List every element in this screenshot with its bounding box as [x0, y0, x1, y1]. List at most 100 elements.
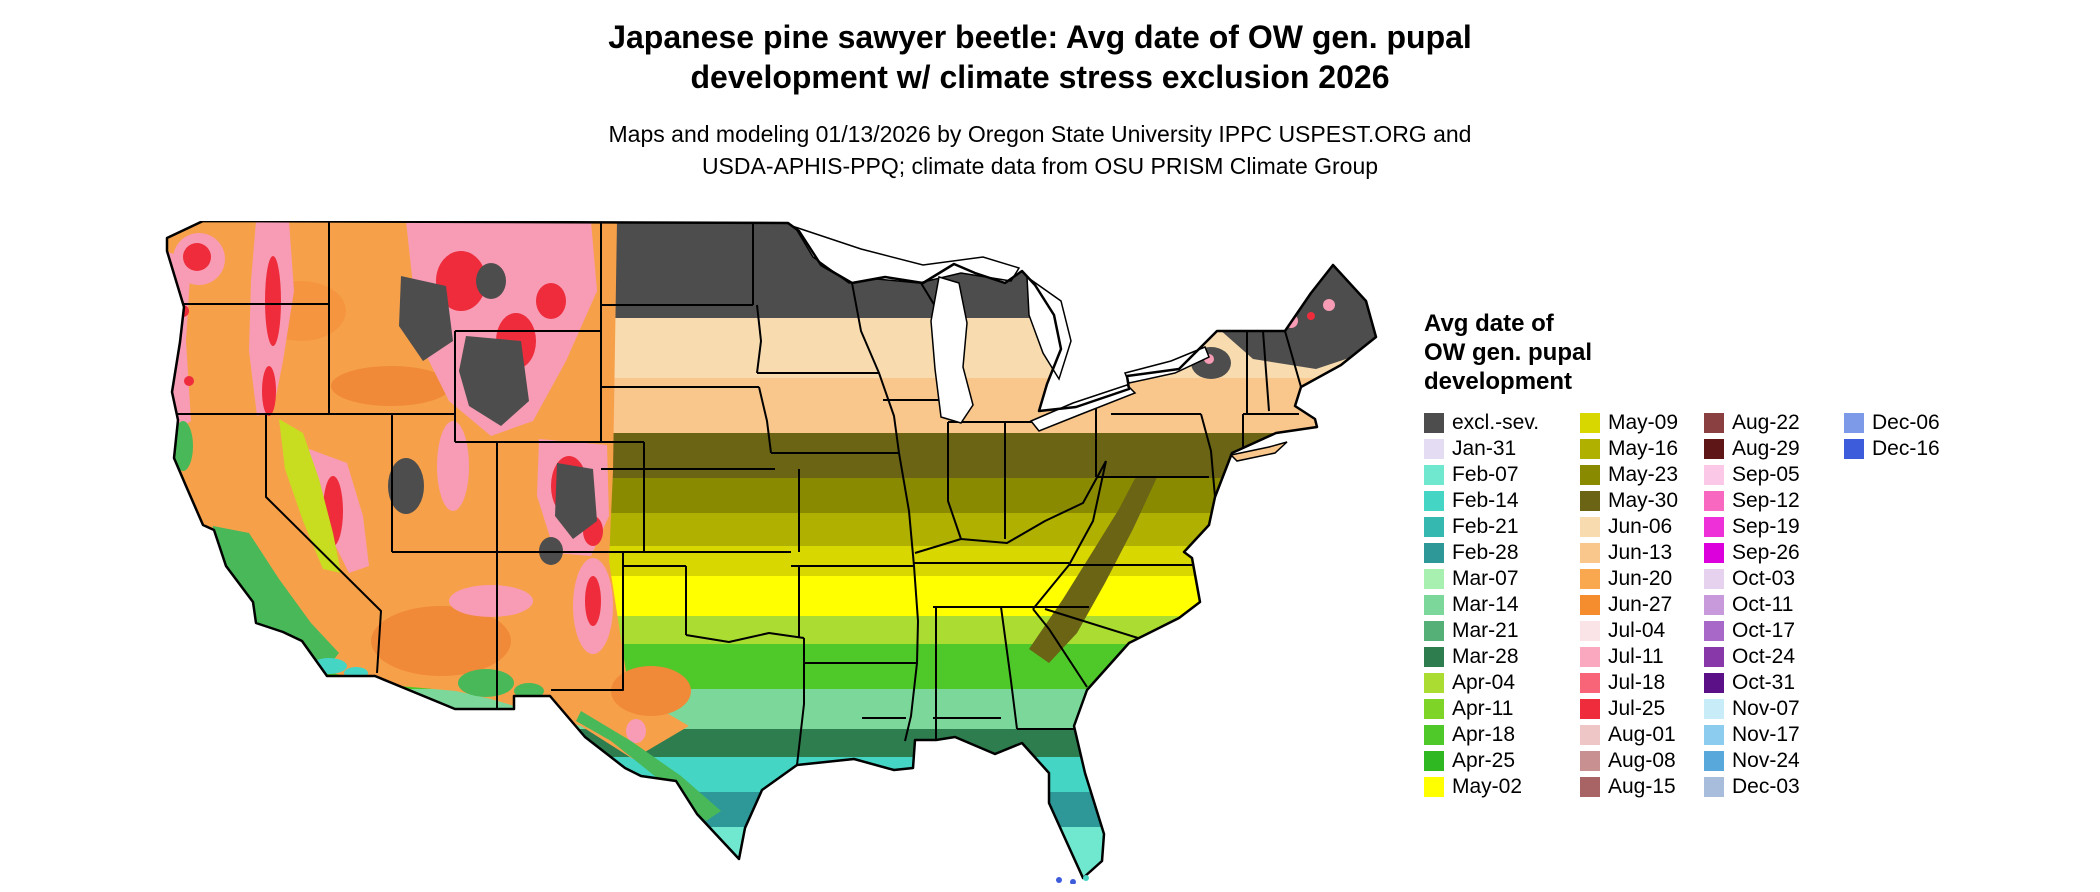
legend-swatch: [1424, 725, 1444, 746]
legend-entry: Sep-12: [1704, 488, 1844, 514]
map-title-line2: development w/ climate stress exclusion …: [690, 58, 1390, 95]
legend-label: Feb-07: [1452, 463, 1519, 487]
legend-swatch: [1424, 673, 1444, 694]
legend-entry: Oct-11: [1704, 592, 1844, 618]
legend-label: Oct-24: [1732, 645, 1796, 669]
legend-label: Mar-28: [1452, 645, 1519, 669]
legend-swatch: [1580, 491, 1600, 512]
us-map: [165, 219, 1378, 885]
legend-title-line2: OW gen. pupal: [1424, 338, 1592, 366]
legend-swatch: [1704, 439, 1724, 460]
legend-entry: May-30: [1580, 488, 1704, 514]
legend-swatch: [1704, 491, 1724, 512]
northeast-gray-region: [1191, 277, 1376, 379]
legend-label: May-30: [1608, 489, 1679, 513]
legend-label: Jul-25: [1608, 697, 1666, 721]
legend-label: Nov-17: [1732, 723, 1800, 747]
legend-entry: Dec-16: [1844, 436, 1940, 462]
legend-label: Jul-11: [1608, 645, 1664, 669]
legend-label: Jun-06: [1608, 515, 1673, 539]
map-title: Japanese pine sawyer beetle: Avg date of…: [300, 18, 1780, 97]
legend-label: Apr-11: [1452, 697, 1514, 721]
legend-swatch: [1424, 751, 1444, 772]
map-west-overlay: [167, 221, 721, 821]
legend-entry: Nov-24: [1704, 748, 1844, 774]
norcal-coast-green: [173, 421, 193, 471]
legend-swatch: [1580, 413, 1600, 434]
legend-swatch: [1424, 465, 1444, 486]
map-subtitle-line1: Maps and modeling 01/13/2026 by Oregon S…: [608, 121, 1472, 147]
legend-entry: Jun-20: [1580, 566, 1704, 592]
map-subtitle: Maps and modeling 01/13/2026 by Oregon S…: [300, 118, 1780, 182]
se-arizona-green-1: [458, 669, 514, 697]
legend-entry: Feb-21: [1424, 514, 1580, 540]
legend-swatch: [1424, 595, 1444, 616]
legend-entry: Jul-04: [1580, 618, 1704, 644]
legend-entry: excl.-sev.: [1424, 410, 1580, 436]
legend-swatch: [1844, 439, 1864, 460]
legend-entry: Jul-11: [1580, 644, 1704, 670]
legend-label: Oct-17: [1732, 619, 1796, 643]
legend-swatch: [1580, 517, 1600, 538]
us-map-container: [161, 219, 1380, 885]
legend-label: Oct-11: [1732, 593, 1794, 617]
lake-michigan: [930, 276, 974, 424]
legend-entry: May-09: [1580, 410, 1704, 436]
legend-swatch: [1580, 725, 1600, 746]
legend-swatch: [1704, 621, 1724, 642]
legend-label: Sep-19: [1732, 515, 1800, 539]
legend-entry: Dec-03: [1704, 774, 1844, 800]
map-subtitle-line2: USDA-APHIS-PPQ; climate data from OSU PR…: [701, 153, 1379, 180]
legend-label: Apr-25: [1452, 749, 1516, 773]
legend-label: Oct-03: [1732, 567, 1796, 591]
legend-swatch: [1580, 465, 1600, 486]
legend-label: Oct-31: [1732, 671, 1796, 695]
legend-swatch: [1704, 517, 1724, 538]
legend-entry: Nov-07: [1704, 696, 1844, 722]
legend-entry: Jun-13: [1580, 540, 1704, 566]
legend-entry: Aug-29: [1704, 436, 1844, 462]
california-central-valley: [279, 419, 341, 573]
legend-label: May-09: [1608, 411, 1679, 435]
legend-label: Sep-26: [1732, 541, 1800, 565]
long-island: [1229, 441, 1288, 462]
legend-swatch: [1704, 595, 1724, 616]
legend-label: May-23: [1608, 463, 1679, 487]
legend-label: May-16: [1608, 437, 1679, 461]
legend-label: Apr-04: [1452, 671, 1516, 695]
legend-entry: Dec-06: [1844, 410, 1940, 436]
legend-swatch: [1704, 413, 1724, 434]
legend-label: Sep-05: [1732, 463, 1800, 487]
legend-swatch: [1704, 569, 1724, 590]
legend-title-line1: Avg date of: [1424, 310, 1554, 337]
legend-label: Jul-18: [1608, 671, 1666, 695]
legend-label: Feb-28: [1452, 541, 1519, 565]
legend-label: Jun-13: [1608, 541, 1673, 565]
legend-columns: excl.-sev. Jan-31 Feb-07 Feb-14 Feb-21 Feb-28…: [1424, 410, 2044, 800]
legend-entry: May-16: [1580, 436, 1704, 462]
legend-swatch: [1424, 699, 1444, 720]
legend-entry: Feb-07: [1424, 462, 1580, 488]
legend-swatch: [1704, 725, 1724, 746]
legend-swatch: [1704, 647, 1724, 668]
legend-label: Mar-14: [1452, 593, 1519, 617]
legend-entry: Aug-01: [1580, 722, 1704, 748]
legend-swatch: [1424, 543, 1444, 564]
legend-entry: Feb-28: [1424, 540, 1580, 566]
legend-entry: Jun-27: [1580, 592, 1704, 618]
legend-entry: Oct-31: [1704, 670, 1844, 696]
legend-label: Aug-15: [1608, 775, 1676, 799]
legend-label: Aug-08: [1608, 749, 1676, 773]
legend-entry: Oct-03: [1704, 566, 1844, 592]
legend-entry: Nov-17: [1704, 722, 1844, 748]
legend-entry: Mar-14: [1424, 592, 1580, 618]
legend-label: Jan-31: [1452, 437, 1517, 461]
legend-entry: Jul-18: [1580, 670, 1704, 696]
legend-swatch: [1424, 413, 1444, 434]
legend-label: Dec-06: [1872, 411, 1940, 435]
legend-label: Dec-03: [1732, 775, 1800, 799]
legend-entry: Oct-24: [1704, 644, 1844, 670]
legend-label: Feb-21: [1452, 515, 1519, 539]
legend-swatch: [1580, 595, 1600, 616]
legend-entry: Mar-07: [1424, 566, 1580, 592]
